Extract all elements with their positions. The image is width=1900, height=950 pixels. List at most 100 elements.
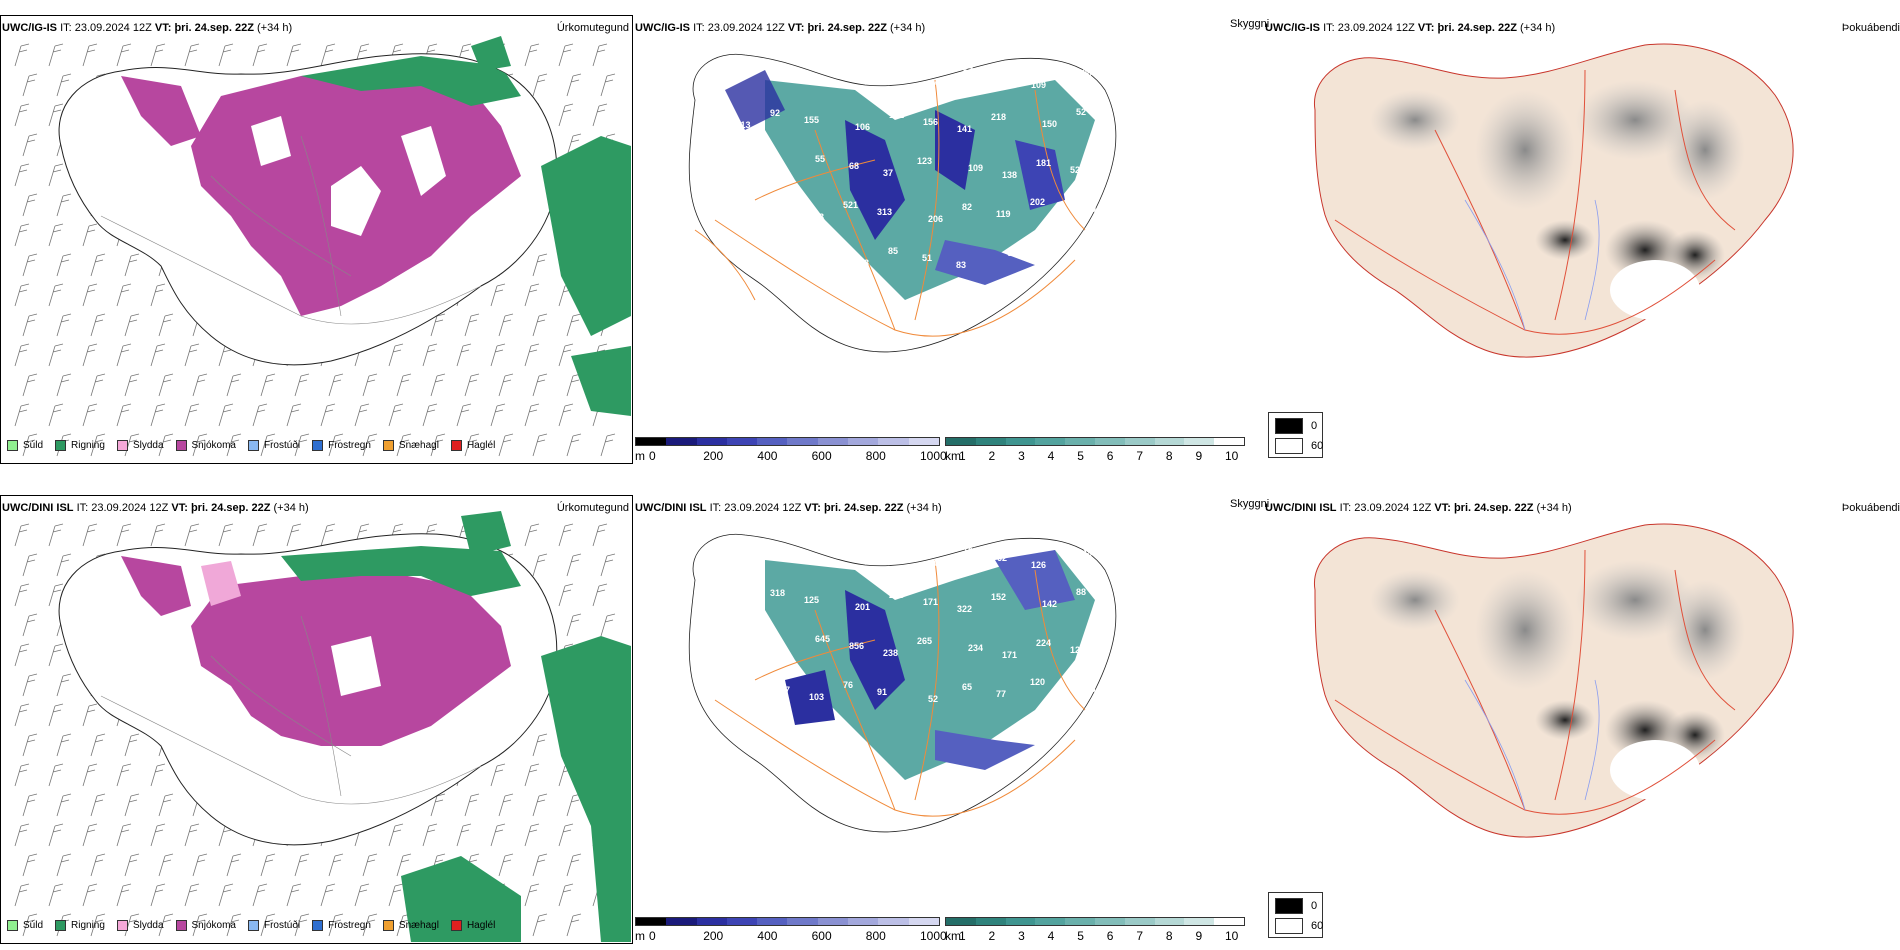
wind-barb	[524, 343, 540, 367]
roads	[100, 615, 482, 805]
panel-title: UWC/IG-IS IT: 23.09.2024 12Z VT: þri. 24…	[635, 22, 925, 34]
legend-item: Snjókoma	[175, 920, 236, 931]
wind-barb	[56, 673, 72, 697]
wind-barb	[82, 43, 98, 67]
wind-barb	[150, 283, 166, 307]
wind-barb	[218, 523, 234, 547]
scale-color-step	[908, 918, 939, 925]
wind-barb	[22, 733, 38, 757]
legend-item: Frostúði	[247, 440, 300, 451]
road-network	[694, 79, 1086, 337]
wind-barb	[320, 523, 336, 547]
cloud-base-label: 70	[810, 556, 820, 566]
wind-barb	[286, 523, 302, 547]
wind-barb	[158, 793, 174, 817]
wind-barb	[22, 673, 38, 697]
fog-index-map	[1313, 43, 1794, 358]
wind-barb	[56, 73, 72, 97]
fog-key-dark-label: 0	[1311, 420, 1318, 432]
fog-index-key: 0 60	[1268, 892, 1323, 938]
wind-barb	[600, 613, 616, 637]
scale-unit: km	[945, 449, 961, 463]
cloud-base-label: 553	[809, 212, 824, 222]
wind-barb	[116, 403, 132, 427]
cloud-base-label: 81	[736, 600, 746, 610]
wind-barb	[14, 283, 30, 307]
cloud-base-label: 109	[1031, 80, 1046, 90]
legend-label: Frostregn	[328, 920, 371, 931]
wind-barb	[294, 433, 310, 457]
cloud-base-label: 194	[735, 736, 750, 746]
wind-barb	[116, 883, 132, 907]
legend-item: Snæhagl	[382, 440, 439, 451]
cloud-base-label: 37	[883, 168, 893, 178]
cloud-base-label: 76	[843, 680, 853, 690]
wind-barb	[192, 373, 208, 397]
lead-time: (+34 h)	[906, 502, 942, 514]
wind-barb	[490, 283, 506, 307]
wind-barb	[362, 433, 378, 457]
precip-map-frame	[0, 15, 633, 464]
fog-key-dark-label: 0	[1311, 900, 1318, 912]
cloud-base-label: 119	[996, 209, 1011, 219]
wind-barb	[150, 343, 166, 367]
cloud-base-label: 51	[997, 73, 1007, 83]
legend-label: Frostregn	[328, 440, 371, 451]
cloud-base-label: 120	[1070, 645, 1085, 655]
scale-tick-label: 6	[1106, 929, 1114, 943]
scale-tick-label: 600	[811, 449, 832, 463]
init-time: 23.09.2024 12Z	[707, 22, 785, 34]
scale-color-step	[757, 918, 788, 925]
wind-barb	[82, 763, 98, 787]
cloud-base-labels: 142 59 70 93 145 108 100 62 126 48 81 318 125 201 206 1…	[725, 542, 1096, 746]
panel-title: UWC/DINI ISL IT: 23.09.2024 12Z VT: þri.…	[1265, 502, 1572, 514]
wind-barb	[14, 583, 30, 607]
wind-barb	[464, 373, 480, 397]
wind-barb	[116, 823, 132, 847]
scale-color-step	[1124, 918, 1155, 925]
scale-tick-label: 0	[649, 449, 656, 463]
scale-tick-label: 5	[1077, 449, 1084, 463]
wind-barb	[150, 823, 166, 847]
wind-barb	[592, 103, 608, 127]
legend-label: Slydda	[132, 920, 164, 931]
parameter-label: Þokuábendi	[1841, 22, 1900, 34]
scale-tick-label: 200	[703, 929, 724, 943]
lead-time: (+34 h)	[890, 22, 926, 34]
cloud-base-label: 147	[775, 685, 790, 695]
wind-barb	[116, 343, 132, 367]
scale-color-step	[946, 918, 976, 925]
wind-barb	[294, 373, 310, 397]
offshore-rain	[541, 636, 631, 942]
cloud-base-label: 101	[889, 110, 904, 120]
valid-label: VT:	[804, 502, 821, 514]
precip-fields	[121, 56, 521, 316]
wind-barb	[184, 43, 200, 67]
wind-barb	[490, 763, 506, 787]
legend-swatch	[55, 920, 67, 931]
cloud-base-label: 181	[1036, 158, 1051, 168]
legend-label: Súld	[23, 440, 44, 451]
wind-barb	[48, 283, 64, 307]
valid-time: þri. 24.sep. 22Z	[1453, 502, 1534, 514]
cloud-base-label: 645	[815, 634, 830, 644]
wind-barb	[14, 343, 30, 367]
scale-tick-label: 1	[959, 929, 966, 943]
wind-barb	[48, 823, 64, 847]
scale-color-step	[696, 918, 727, 925]
cloud-base-label: 206	[928, 214, 943, 224]
init-label: IT:	[709, 502, 722, 514]
init-time: 23.09.2024 12Z	[1354, 502, 1432, 514]
scale-color-step	[787, 438, 818, 445]
scale-color-step	[1065, 438, 1095, 445]
wind-barb	[566, 73, 582, 97]
wind-barb	[82, 283, 98, 307]
wind-barb	[464, 793, 480, 817]
wind-barb	[260, 373, 276, 397]
wind-barb	[22, 253, 38, 277]
lead-time: (+34 h)	[273, 502, 309, 514]
wind-barb	[566, 313, 582, 337]
scale-tick-label: 7	[1136, 929, 1144, 943]
legend-item: Rigning	[55, 440, 105, 451]
scale-unit: km	[945, 929, 961, 943]
